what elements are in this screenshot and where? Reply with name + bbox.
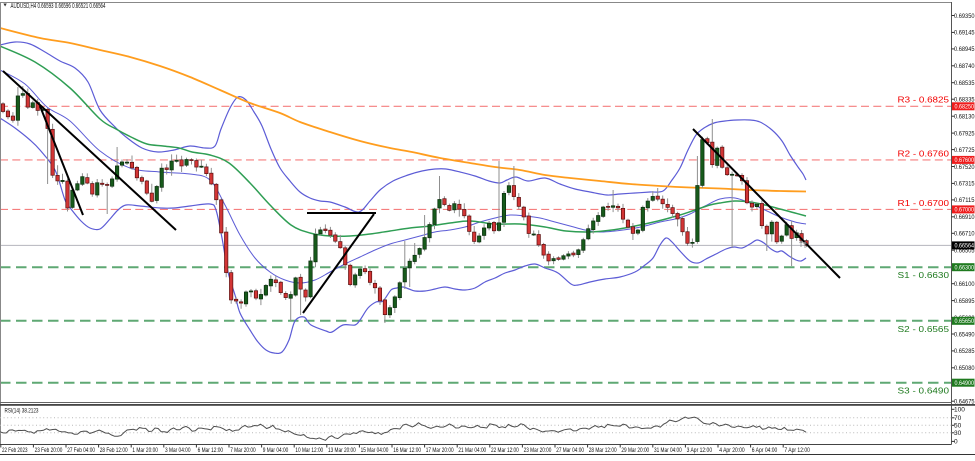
svg-text:0.66564: 0.66564 [955, 243, 975, 250]
svg-text:S1 - 0.6630: S1 - 0.6630 [898, 271, 950, 280]
svg-text:3 Apr 12:00: 3 Apr 12:00 [687, 447, 713, 454]
svg-text:0.65080: 0.65080 [954, 365, 975, 372]
svg-text:0.68945: 0.68945 [954, 46, 975, 53]
svg-text:S3 - 0.6490: S3 - 0.6490 [898, 387, 950, 396]
svg-text:27 Mar 04:00: 27 Mar 04:00 [556, 447, 584, 454]
svg-text:6 Apr 04:00: 6 Apr 04:00 [752, 447, 778, 454]
svg-text:30: 30 [954, 430, 962, 437]
svg-text:100: 100 [954, 407, 965, 414]
svg-text:0.64675: 0.64675 [954, 399, 975, 406]
svg-text:23 Feb 20:00: 23 Feb 20:00 [35, 447, 63, 454]
svg-text:6 Mar 12:00: 6 Mar 12:00 [198, 447, 224, 454]
svg-text:0.68335: 0.68335 [954, 97, 975, 104]
svg-text:0.65490: 0.65490 [954, 331, 975, 338]
svg-text:R3 - 0.6825: R3 - 0.6825 [898, 96, 950, 105]
svg-text:0.69145: 0.69145 [954, 30, 975, 37]
svg-text:23 Mar 20:00: 23 Mar 20:00 [524, 447, 552, 454]
svg-text:22 Feb 2023: 22 Feb 2023 [2, 447, 28, 454]
svg-text:7 Mar 20:00: 7 Mar 20:00 [230, 447, 256, 454]
svg-text:0.66710: 0.66710 [954, 231, 975, 238]
svg-text:0.66300: 0.66300 [955, 265, 975, 272]
svg-text:29 Mar 20:00: 29 Mar 20:00 [621, 447, 649, 454]
svg-text:0.67925: 0.67925 [954, 130, 975, 137]
svg-text:0.67600: 0.67600 [955, 157, 975, 164]
svg-text:9 Mar 04:00: 9 Mar 04:00 [263, 447, 289, 454]
svg-text:S2 - 0.6565: S2 - 0.6565 [898, 325, 950, 334]
svg-text:0.68740: 0.68740 [954, 63, 975, 70]
svg-text:0: 0 [954, 439, 958, 446]
svg-text:10 Mar 12:00: 10 Mar 12:00 [295, 447, 323, 454]
svg-text:R1 - 0.6700: R1 - 0.6700 [898, 199, 950, 208]
svg-text:22 Mar 12:00: 22 Mar 12:00 [491, 447, 519, 454]
svg-text:0.66505: 0.66505 [954, 248, 975, 255]
svg-text:AUDUSD,H4 0.66593 0.66596 0.6: AUDUSD,H4 0.66593 0.66596 0.66521 0.6656… [11, 3, 106, 10]
svg-text:0.68250: 0.68250 [955, 104, 975, 111]
svg-text:0.65285: 0.65285 [954, 348, 975, 355]
svg-text:0.68535: 0.68535 [954, 80, 975, 87]
svg-text:28 Mar 12:00: 28 Mar 12:00 [589, 447, 617, 454]
svg-text:0.67315: 0.67315 [954, 181, 975, 188]
svg-text:0.66910: 0.66910 [954, 214, 975, 221]
svg-text:R2 - 0.6760: R2 - 0.6760 [898, 149, 950, 158]
svg-text:28 Feb 12:00: 28 Feb 12:00 [100, 447, 128, 454]
svg-text:15 Mar 04:00: 15 Mar 04:00 [361, 447, 389, 454]
svg-text:0.66100: 0.66100 [954, 281, 975, 288]
svg-text:50: 50 [954, 423, 962, 430]
svg-text:16 Mar 12:00: 16 Mar 12:00 [393, 447, 421, 454]
svg-text:13 Mar 20:00: 13 Mar 20:00 [328, 447, 356, 454]
svg-text:0.65895: 0.65895 [954, 298, 975, 305]
svg-text:0.67520: 0.67520 [954, 164, 975, 171]
svg-text:21 Mar 04:00: 21 Mar 04:00 [458, 447, 486, 454]
svg-text:0.65650: 0.65650 [955, 318, 975, 325]
svg-text:0.69350: 0.69350 [954, 13, 975, 20]
svg-text:70: 70 [954, 415, 962, 422]
svg-text:0.64900: 0.64900 [955, 380, 975, 387]
svg-text:3 Mar 04:00: 3 Mar 04:00 [165, 447, 191, 454]
svg-text:7 Apr 12:00: 7 Apr 12:00 [784, 447, 810, 454]
svg-text:1 Mar 20:00: 1 Mar 20:00 [132, 447, 158, 454]
svg-text:17 Mar 20:00: 17 Mar 20:00 [426, 447, 454, 454]
svg-text:0.67115: 0.67115 [954, 197, 975, 204]
svg-text:0.67725: 0.67725 [954, 147, 975, 154]
svg-text:0.67000: 0.67000 [955, 207, 975, 214]
svg-text:RSI(14) 38.2123: RSI(14) 38.2123 [5, 407, 39, 414]
svg-text:4 Apr 20:00: 4 Apr 20:00 [719, 447, 745, 454]
svg-text:27 Feb 04:00: 27 Feb 04:00 [67, 447, 95, 454]
svg-text:0.68130: 0.68130 [954, 114, 975, 121]
svg-text:31 Mar 04:00: 31 Mar 04:00 [654, 447, 682, 454]
